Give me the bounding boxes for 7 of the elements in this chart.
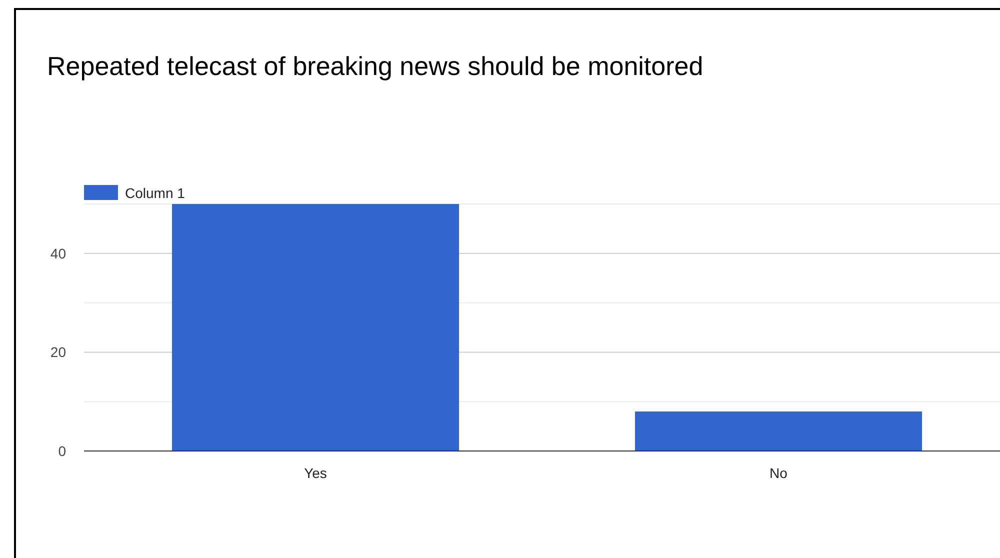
- y-tick-label: 20: [50, 344, 66, 360]
- y-tick-label: 40: [50, 245, 66, 262]
- x-tick-label: Yes: [304, 465, 327, 481]
- legend-label: Column 1: [125, 184, 186, 201]
- x-tick-label: No: [770, 465, 788, 481]
- chart-title: Repeated telecast of breaking news should be monitored: [47, 51, 704, 81]
- y-tick-label: 0: [58, 442, 66, 459]
